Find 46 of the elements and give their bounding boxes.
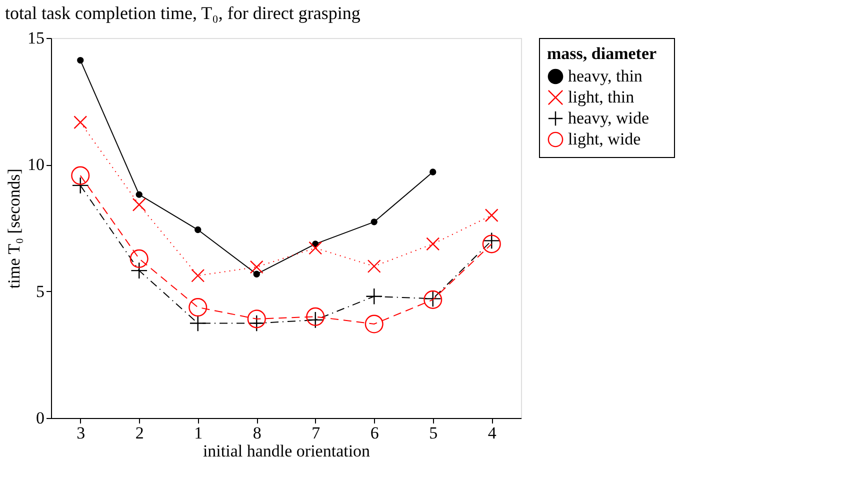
point (194, 226, 202, 234)
point (130, 249, 148, 268)
x-axis-title: initial handle orientation (202, 442, 371, 460)
point (136, 191, 142, 198)
point (247, 310, 266, 328)
point (306, 307, 325, 326)
point (248, 314, 266, 332)
point (77, 56, 84, 64)
y-tick-label: 15 (28, 28, 44, 48)
point (367, 260, 381, 273)
point (366, 288, 383, 305)
x-tick-label: 1 (194, 424, 203, 442)
x-tick-label: 2 (135, 424, 144, 442)
x-tick-label: 6 (370, 424, 379, 442)
legend-label: heavy, wide (568, 108, 650, 128)
point (364, 314, 384, 334)
x-tick-label: 4 (488, 424, 497, 442)
point (370, 218, 378, 226)
point (482, 234, 501, 254)
y-tick-label: 0 (36, 408, 44, 428)
point (189, 314, 206, 332)
x-tick-label: 3 (76, 424, 86, 442)
point (253, 270, 260, 278)
point (188, 298, 208, 317)
x-tick-label: 5 (429, 424, 438, 442)
point (132, 198, 146, 212)
legend-label: heavy, thin (568, 66, 643, 86)
legend-title: mass, diameter (547, 44, 657, 63)
point (306, 311, 324, 328)
point (308, 241, 322, 255)
x-tick-label: 8 (252, 424, 262, 442)
point (484, 208, 498, 222)
chart-title: total task completion time, T₀, for direct grasping (5, 3, 360, 23)
point (74, 116, 88, 130)
y-axis-title: time T₀ [seconds] (4, 168, 24, 288)
x-tick-label: 7 (312, 424, 321, 442)
legend-label: light, thin (568, 88, 635, 106)
point (71, 166, 90, 185)
point (430, 168, 436, 176)
y-tick-label: 5 (36, 282, 44, 301)
y-tick-label: 10 (28, 155, 44, 174)
legend-label: light, wide (568, 130, 641, 148)
point (130, 262, 148, 280)
point (426, 237, 440, 251)
point (250, 260, 264, 274)
point (191, 268, 205, 282)
